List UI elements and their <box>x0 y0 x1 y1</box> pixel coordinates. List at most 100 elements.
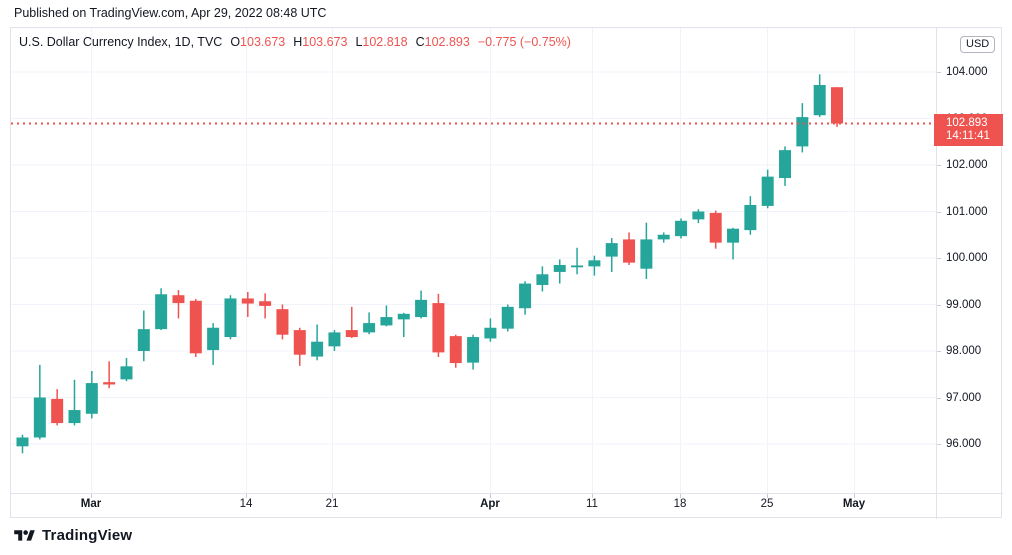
candle-body <box>85 383 98 414</box>
candle-body <box>831 87 844 124</box>
candle-body <box>120 366 133 380</box>
candle[interactable] <box>276 304 289 340</box>
ohlc-low-value: 102.818 <box>362 35 408 49</box>
candle[interactable] <box>623 232 636 265</box>
candle[interactable] <box>744 196 757 235</box>
time-axis-tick <box>332 494 333 498</box>
candle-body <box>692 211 705 220</box>
candle[interactable] <box>224 295 237 340</box>
candle[interactable] <box>16 434 29 454</box>
candle[interactable] <box>536 266 549 292</box>
candle[interactable] <box>189 298 202 358</box>
candle-body <box>259 301 272 306</box>
candle-body <box>397 313 410 320</box>
ohlc-open-label: O <box>230 35 241 49</box>
candle-body <box>623 239 636 263</box>
candle-body <box>189 300 202 354</box>
candle[interactable] <box>796 103 809 153</box>
candle-body <box>605 243 618 257</box>
candle[interactable] <box>727 227 740 260</box>
candle-body <box>536 274 549 285</box>
ohlc-close-value: 102.893 <box>424 35 470 49</box>
ohlc-low-label: L <box>355 35 363 49</box>
candle[interactable] <box>640 222 653 279</box>
candle[interactable] <box>675 218 688 239</box>
candle-body <box>241 298 254 304</box>
candle-body <box>345 330 358 338</box>
candle[interactable] <box>363 312 376 335</box>
candle-body <box>363 323 376 333</box>
candle[interactable] <box>33 364 46 440</box>
candle[interactable] <box>605 238 618 272</box>
candle[interactable] <box>779 146 792 186</box>
candle[interactable] <box>241 291 254 318</box>
price-axis[interactable]: USD 102.893 14:11:41 104.000103.000102.0… <box>934 28 1003 493</box>
time-axis-tick <box>592 494 593 498</box>
candle[interactable] <box>761 169 774 209</box>
candle[interactable] <box>259 293 272 319</box>
candle[interactable] <box>328 330 341 351</box>
candle[interactable] <box>657 232 670 243</box>
candle[interactable] <box>120 357 133 382</box>
candle-body <box>657 234 670 240</box>
candle[interactable] <box>553 259 566 284</box>
candle[interactable] <box>501 304 514 332</box>
candle-body <box>727 228 740 243</box>
time-axis-label: Mar <box>80 498 102 510</box>
time-axis-label: 11 <box>586 498 598 510</box>
candle-body <box>328 332 341 347</box>
candle[interactable] <box>484 318 497 342</box>
bar-countdown: 14:11:41 <box>946 130 990 143</box>
candle-body <box>813 85 826 116</box>
candle[interactable] <box>588 255 601 276</box>
ohlc-open-value: 103.673 <box>240 35 286 49</box>
time-axis-label: 18 <box>673 498 687 510</box>
candle[interactable] <box>692 209 705 224</box>
candle[interactable] <box>311 324 324 361</box>
candle-body <box>640 239 653 269</box>
tradingview-logo[interactable]: TradingView <box>14 527 132 544</box>
candle[interactable] <box>415 290 428 319</box>
candle[interactable] <box>432 293 445 358</box>
candle-body <box>276 309 289 335</box>
candle[interactable] <box>68 379 81 426</box>
candle[interactable] <box>449 334 462 368</box>
chart-pane[interactable] <box>11 28 936 493</box>
candle-body <box>571 265 584 268</box>
candle[interactable] <box>467 334 480 370</box>
candle-body <box>779 150 792 179</box>
candle[interactable] <box>709 210 722 249</box>
candle[interactable] <box>813 74 826 118</box>
symbol-title[interactable]: U.S. Dollar Currency Index, 1D, TVC <box>19 35 223 49</box>
candle[interactable] <box>519 281 532 315</box>
candle[interactable] <box>397 312 410 338</box>
candle[interactable] <box>380 305 393 327</box>
time-axis[interactable]: Mar 14 21 Apr 11 18 25 May <box>11 494 1003 519</box>
candle[interactable] <box>345 306 358 338</box>
currency-badge[interactable]: USD <box>960 36 996 53</box>
price-axis-label: 97.000 <box>946 391 982 404</box>
candle[interactable] <box>293 327 306 366</box>
ohlc-low: L102.818 <box>355 35 407 49</box>
price-axis-tick <box>937 165 941 166</box>
price-axis-tick <box>937 397 941 399</box>
candle[interactable] <box>137 310 150 362</box>
candle-body <box>467 337 480 363</box>
candle[interactable] <box>103 361 116 389</box>
candle[interactable] <box>571 247 584 275</box>
candle[interactable] <box>831 87 844 127</box>
tradingview-logo-icon <box>14 529 35 541</box>
candle-body <box>311 341 324 357</box>
candle-body <box>709 212 722 243</box>
candle[interactable] <box>207 323 220 365</box>
candle[interactable] <box>172 290 185 319</box>
candle[interactable] <box>155 288 168 331</box>
tradingview-logo-text: TradingView <box>42 527 133 544</box>
price-axis-tick <box>937 351 941 352</box>
price-axis-label: 101.000 <box>946 205 988 218</box>
candle[interactable] <box>85 370 98 419</box>
candle-body <box>16 437 29 447</box>
time-axis-label: 25 <box>760 498 774 510</box>
candle[interactable] <box>51 389 64 426</box>
